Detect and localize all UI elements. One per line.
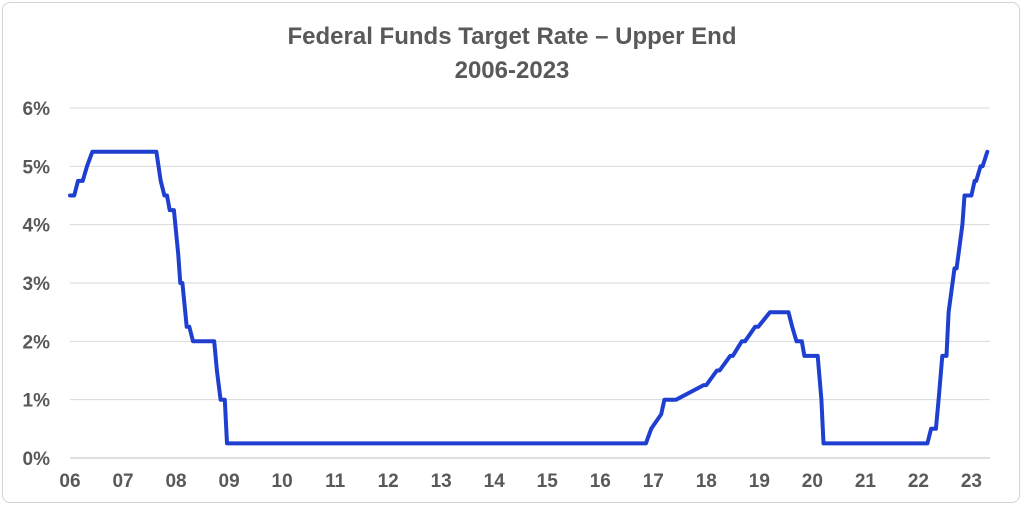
x-tick-label: 11	[325, 471, 346, 492]
x-tick-label: 12	[378, 471, 399, 492]
x-axis-ticks: 06 07 08 09 10 11 12 13 14 15 16 17 18 19 20 21 22 23	[59, 471, 982, 492]
series-line	[68, 149, 990, 446]
x-tick-label: 16	[590, 471, 611, 492]
series-layer	[68, 149, 990, 446]
y-tick-label: 1%	[23, 391, 51, 412]
y-axis-ticks: 0% 1% 2% 3% 4% 5% 6%	[23, 99, 51, 470]
x-tick-label: 19	[749, 471, 770, 492]
x-tick-label: 10	[272, 471, 293, 492]
y-tick-label: 4%	[23, 216, 51, 237]
x-tick-label: 23	[961, 471, 982, 492]
y-tick-label: 6%	[23, 99, 51, 120]
x-tick-label: 14	[484, 471, 506, 492]
y-tick-label: 5%	[23, 157, 51, 178]
x-tick-label: 22	[908, 471, 929, 492]
y-tick-label: 0%	[23, 449, 51, 470]
x-tick-label: 08	[165, 471, 186, 492]
chart-title: Federal Funds Target Rate – Upper End	[288, 23, 737, 50]
x-tick-label: 09	[219, 471, 240, 492]
x-tick-label: 18	[696, 471, 717, 492]
y-tick-label: 3%	[23, 274, 51, 295]
x-tick-label: 15	[537, 471, 559, 492]
x-tick-label: 20	[802, 471, 823, 492]
x-tick-label: 17	[643, 471, 664, 492]
chart-subtitle: 2006-2023	[455, 57, 570, 84]
x-tick-label: 21	[855, 471, 877, 492]
x-tick-label: 13	[431, 471, 452, 492]
x-tick-label: 07	[112, 471, 133, 492]
x-tick-label: 06	[59, 471, 80, 492]
gridlines	[70, 107, 990, 459]
y-tick-label: 2%	[23, 332, 51, 353]
